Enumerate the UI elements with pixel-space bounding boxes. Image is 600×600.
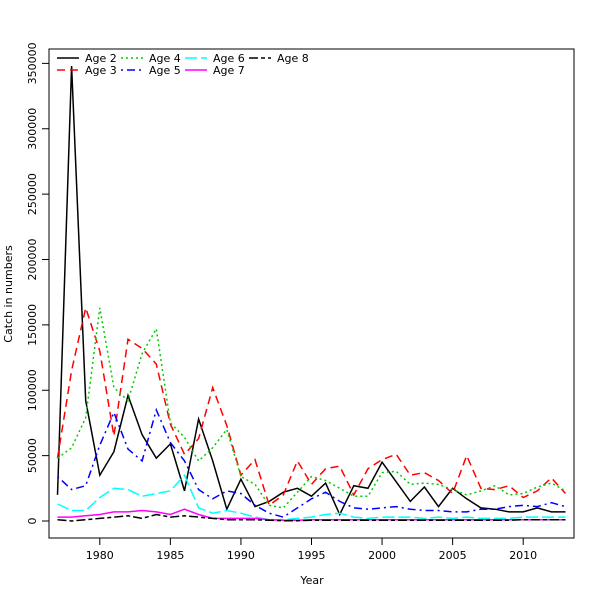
y-tick-label: 300000: [26, 108, 39, 150]
y-tick-label: 250000: [26, 173, 39, 215]
series-layer: [56, 65, 567, 522]
legend-label-age-5: Age 5: [149, 64, 181, 77]
x-tick-label: 2005: [439, 549, 467, 562]
y-axis: 0 50000 100000 150000 200000 250000 300000 3500…: [26, 42, 50, 525]
plot-frame: [48, 48, 575, 539]
series-line-age-6: [57, 473, 566, 521]
legend-label-age-2: Age 2: [85, 52, 117, 65]
legend-label-age-8: Age 8: [277, 52, 309, 65]
legend-label-age-6: Age 6: [213, 52, 245, 65]
legend-label-age-4: Age 4: [149, 52, 181, 65]
series-line-age-2: [56, 65, 566, 517]
series-line-age-3: [56, 305, 567, 507]
series-line-age-4: [57, 307, 566, 509]
x-tick-label: 2010: [509, 549, 537, 562]
x-axis: 1980 1985 1990 1995 2000 2005 2010: [86, 537, 537, 562]
x-tick-label: 1985: [156, 549, 184, 562]
y-tick-label: 100000: [26, 369, 39, 411]
x-tick-label: 2000: [368, 549, 396, 562]
y-tick-label: 50000: [26, 438, 39, 473]
y-tick-label: 350000: [26, 42, 39, 84]
y-tick-label: 200000: [26, 239, 39, 281]
x-tick-label: 1980: [86, 549, 114, 562]
series-line-age-5: [56, 407, 566, 518]
x-tick-label: 1995: [298, 549, 326, 562]
legend-label-age-3: Age 3: [85, 64, 117, 77]
y-axis-label: Catch in numbers: [2, 245, 15, 343]
legend-label-age-7: Age 7: [213, 64, 245, 77]
x-tick-label: 1990: [227, 549, 255, 562]
y-tick-label: 0: [26, 518, 39, 525]
series-line-age-8: [57, 513, 566, 522]
x-axis-label: Year: [299, 574, 324, 587]
y-tick-label: 150000: [26, 304, 39, 346]
